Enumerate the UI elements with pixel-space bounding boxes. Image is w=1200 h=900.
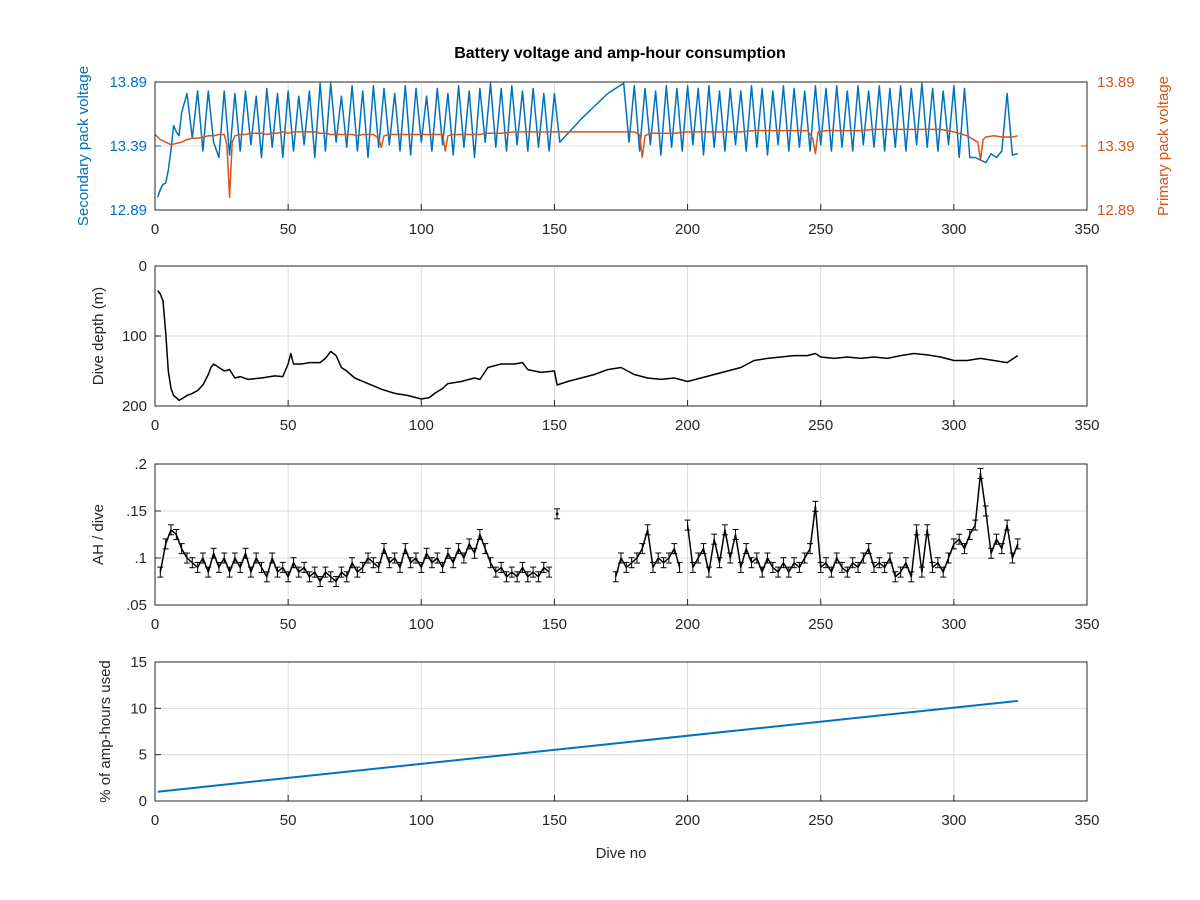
y-tick-label: 100	[122, 328, 147, 345]
y-tick-label: 0	[139, 258, 147, 275]
x-tick-label: 200	[675, 812, 700, 829]
depth-panel: 0 50 100 150 200 250 300 350 0 100 200 Dive depth (…	[90, 258, 1100, 434]
y-tick-label: .05	[126, 597, 147, 614]
x-tick-label: 100	[409, 417, 434, 434]
x-tick-label: 50	[280, 221, 297, 238]
voltage-panel: 0 50 100 150 200 250 300 350 12.89 13.39 13.89 12.8…	[75, 66, 1172, 238]
series-line	[157, 699, 1018, 793]
x-tick-label: 150	[542, 221, 567, 238]
x-tick-label: 250	[808, 417, 833, 434]
axes-frame	[154, 661, 1088, 802]
x-tick-label: 150	[542, 812, 567, 829]
x-tick-label: 350	[1074, 221, 1099, 238]
y-right-tick-label: 13.89	[1097, 74, 1135, 91]
x-axis-label: Dive no	[596, 845, 647, 862]
x-tick-label: 50	[280, 812, 297, 829]
x-tick-label: 150	[542, 616, 567, 633]
y-tick-label: .2	[134, 456, 147, 473]
y-right-tick-label: 13.39	[1097, 138, 1135, 155]
y-tick-label: 200	[122, 398, 147, 415]
y-tick-label: 10	[130, 700, 147, 717]
x-tick-label: 300	[941, 417, 966, 434]
y-right-tick-label: 12.89	[1097, 202, 1135, 219]
x-tick-label: 300	[941, 812, 966, 829]
y-tick-label: 0	[139, 793, 147, 810]
x-tick-label: 100	[409, 812, 434, 829]
plot-area	[155, 464, 1087, 605]
y-axis-label: AH / dive	[90, 504, 107, 565]
x-tick-label: 0	[151, 221, 159, 238]
x-tick-label: 200	[675, 221, 700, 238]
x-tick-label: 0	[151, 616, 159, 633]
y-left-tick-label: 13.89	[109, 74, 147, 91]
x-tick-label: 250	[808, 221, 833, 238]
amp-hour-per-dive-panel: 0 50 100 150 200 250 300 350 .05 .1 .15 .2 AH / dive	[90, 456, 1100, 633]
x-tick-label: 0	[151, 417, 159, 434]
y-right-axis-label: Primary pack voltage	[1155, 76, 1172, 216]
chart-title: Battery voltage and amp-hour consumption	[454, 45, 786, 62]
x-tick-label: 0	[151, 812, 159, 829]
x-tick-label: 250	[808, 616, 833, 633]
y-left-axis-label: Secondary pack voltage	[75, 66, 92, 226]
x-tick-label: 250	[808, 812, 833, 829]
x-tick-label: 200	[675, 616, 700, 633]
series-line	[157, 290, 1019, 402]
x-tick-label: 100	[409, 616, 434, 633]
x-tick-label: 350	[1074, 417, 1099, 434]
y-left-tick-label: 12.89	[109, 202, 147, 219]
y-tick-label: .1	[134, 550, 147, 567]
axes-frame	[154, 463, 1088, 606]
x-tick-label: 200	[675, 417, 700, 434]
y-axis-label: % of amp-hours used	[97, 660, 114, 803]
y-tick-label: .15	[126, 503, 147, 520]
y-tick-label: 15	[130, 654, 147, 671]
amp-hours-used-panel: 0 50 100 150 200 250 300 350 0 5 10 15 % of amp-hour…	[97, 654, 1100, 862]
x-tick-label: 100	[409, 221, 434, 238]
y-left-tick-label: 13.39	[109, 138, 147, 155]
x-tick-label: 300	[941, 221, 966, 238]
x-tick-label: 350	[1074, 812, 1099, 829]
y-axis-label: Dive depth (m)	[90, 287, 107, 385]
x-tick-label: 300	[941, 616, 966, 633]
x-tick-label: 50	[280, 417, 297, 434]
plot-area	[155, 662, 1087, 801]
y-tick-label: 5	[139, 747, 147, 764]
x-tick-label: 150	[542, 417, 567, 434]
series-line	[154, 128, 1018, 198]
x-tick-label: 50	[280, 616, 297, 633]
data-point	[555, 512, 559, 516]
axes-frame	[154, 81, 1088, 211]
axes-frame	[154, 265, 1088, 407]
x-tick-label: 350	[1074, 616, 1099, 633]
series-line	[156, 82, 1018, 198]
